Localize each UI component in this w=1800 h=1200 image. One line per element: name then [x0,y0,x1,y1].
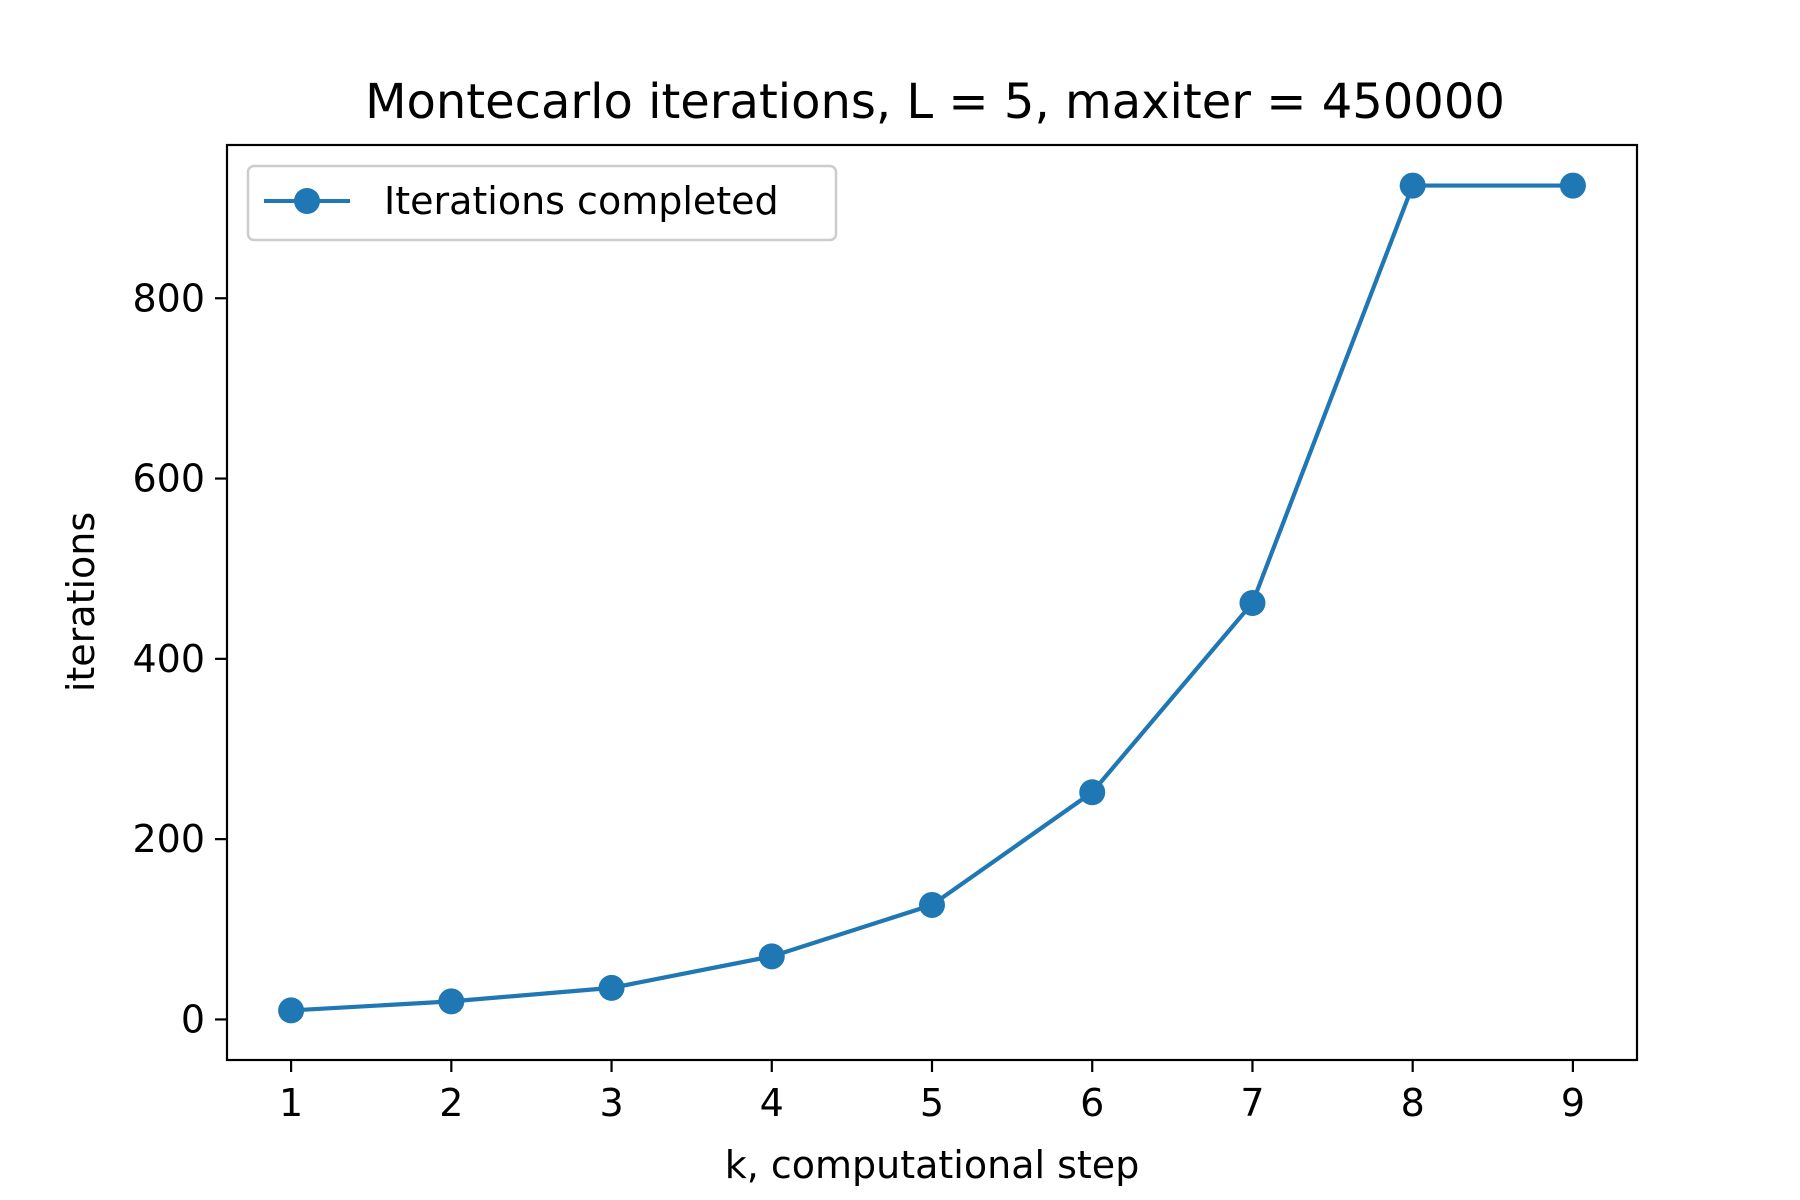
data-point [1559,172,1586,199]
y-axis-label: iterations [59,512,103,692]
x-tick-label: 2 [439,1081,463,1125]
y-tick-label: 400 [132,637,205,681]
y-axis-ticks: 0 200 400 600 800 [132,276,227,1041]
data-point [438,988,465,1015]
legend: Iterations completed [246,164,838,242]
y-tick-label: 0 [181,997,205,1041]
legend-box [246,164,838,242]
x-tick-label: 8 [1401,1081,1425,1125]
x-tick-label: 1 [279,1081,303,1125]
x-axis-ticks: 1 2 3 4 5 6 7 8 9 [279,1060,1585,1125]
x-axis-label: k, computational step [725,1143,1140,1187]
chart-title: Montecarlo iterations, L = 5, maxiter = … [365,74,1505,130]
x-tick-label: 6 [1080,1081,1104,1125]
axes-frame [225,143,1639,1062]
series-layer [278,172,1586,1024]
x-tick-label: 9 [1561,1081,1585,1125]
x-tick-label: 3 [599,1081,623,1125]
data-point [1239,589,1266,616]
legend-label: Iterations completed [384,179,779,223]
legend-marker-swatch [294,188,320,214]
y-tick-label: 200 [132,817,205,861]
data-point [919,891,945,918]
x-tick-label: 7 [1240,1081,1264,1125]
x-tick-label: 4 [760,1081,784,1125]
data-point [278,997,305,1024]
series-line [290,183,1573,1013]
data-point [1079,779,1106,806]
plot-area: 0 200 400 600 800 1 2 3 4 5 6 7 8 9 [132,143,1639,1125]
data-point [1399,172,1426,199]
y-tick-label: 600 [132,457,205,501]
data-point [598,974,625,1001]
y-tick-label: 800 [132,276,205,320]
data-point [758,943,785,970]
x-tick-label: 5 [920,1081,944,1125]
